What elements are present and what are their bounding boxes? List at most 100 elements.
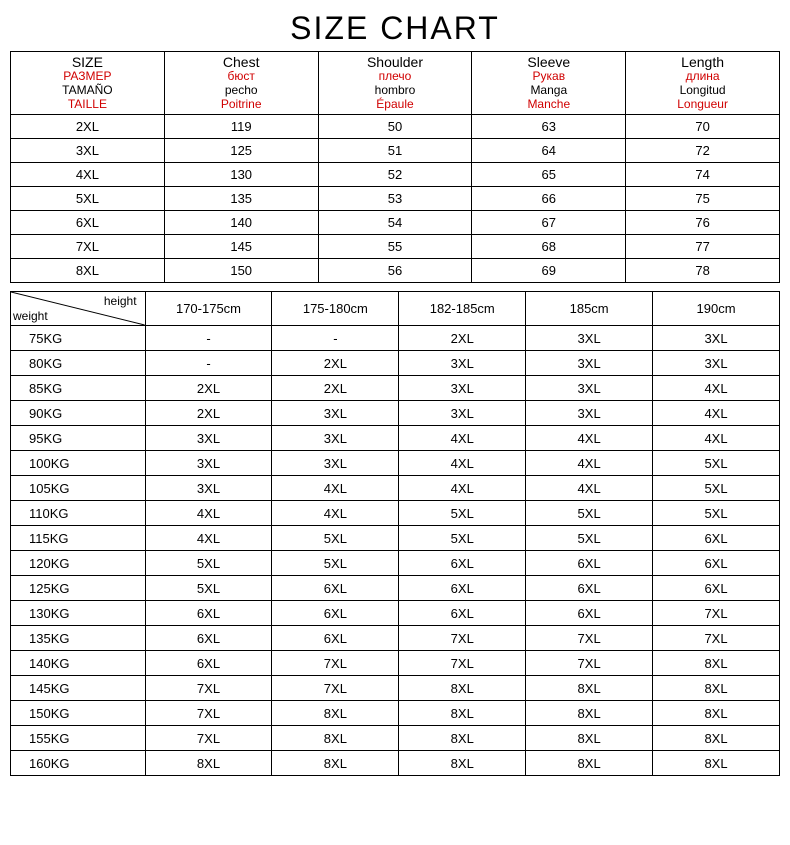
size-cell: 5XL [526, 501, 653, 526]
size-cell: 5XL [399, 526, 526, 551]
table-row: 85KG2XL2XL3XL3XL4XL [11, 376, 780, 401]
header-main: Length [626, 54, 779, 70]
size-cell: 6XL [272, 626, 399, 651]
header-es: TAMAÑO [11, 84, 164, 98]
size-cell: 2XL [145, 401, 272, 426]
size-cell: 8XL [653, 676, 780, 701]
table-cell: 7XL [11, 235, 165, 259]
size-cell: 7XL [145, 701, 272, 726]
size-cell: 2XL [145, 376, 272, 401]
height-header-cell: 185cm [526, 292, 653, 326]
size-cell: 8XL [653, 651, 780, 676]
size-cell: 3XL [145, 426, 272, 451]
table-cell: 76 [626, 211, 780, 235]
size-cell: 4XL [526, 476, 653, 501]
weight-cell: 100KG [11, 451, 146, 476]
table-cell: 56 [318, 259, 472, 283]
size-cell: 5XL [399, 501, 526, 526]
table-cell: 3XL [11, 139, 165, 163]
size-cell: 8XL [526, 701, 653, 726]
size-cell: 6XL [526, 551, 653, 576]
table-row: 8XL150566978 [11, 259, 780, 283]
table-cell: 72 [626, 139, 780, 163]
size-cell: 8XL [399, 676, 526, 701]
table-row: 6XL140546776 [11, 211, 780, 235]
height-header-cell: 190cm [653, 292, 780, 326]
size-cell: 2XL [272, 351, 399, 376]
weight-cell: 160KG [11, 751, 146, 776]
weight-cell: 135KG [11, 626, 146, 651]
size-cell: 6XL [526, 601, 653, 626]
header-fr: Poitrine [165, 98, 318, 112]
table-cell: 78 [626, 259, 780, 283]
size-cell: 7XL [145, 726, 272, 751]
header-main: SIZE [11, 54, 164, 70]
table-cell: 77 [626, 235, 780, 259]
table-row: 3XL125516472 [11, 139, 780, 163]
size-cell: 3XL [653, 326, 780, 351]
table-cell: 135 [164, 187, 318, 211]
size-cell: - [145, 326, 272, 351]
recommendation-header-row: height weight 170-175cm175-180cm182-185c… [11, 292, 780, 326]
table-cell: 51 [318, 139, 472, 163]
measurements-header-cell: SleeveРукавMangaManche [472, 52, 626, 115]
measurements-header-cell: ShoulderплечоhombroÉpaule [318, 52, 472, 115]
size-cell: 4XL [653, 426, 780, 451]
size-cell: 8XL [526, 676, 653, 701]
table-cell: 5XL [11, 187, 165, 211]
size-cell: 4XL [653, 376, 780, 401]
table-row: 5XL135536675 [11, 187, 780, 211]
table-cell: 4XL [11, 163, 165, 187]
table-cell: 140 [164, 211, 318, 235]
size-cell: 8XL [399, 701, 526, 726]
table-cell: 53 [318, 187, 472, 211]
table-cell: 68 [472, 235, 626, 259]
header-es: hombro [319, 84, 472, 98]
height-header-cell: 182-185cm [399, 292, 526, 326]
table-row: 135KG6XL6XL7XL7XL7XL [11, 626, 780, 651]
weight-cell: 155KG [11, 726, 146, 751]
size-cell: 4XL [526, 426, 653, 451]
size-cell: 3XL [272, 451, 399, 476]
table-row: 125KG5XL6XL6XL6XL6XL [11, 576, 780, 601]
header-main: Shoulder [319, 54, 472, 70]
size-cell: 7XL [653, 626, 780, 651]
table-cell: 65 [472, 163, 626, 187]
weight-cell: 145KG [11, 676, 146, 701]
size-cell: 8XL [526, 726, 653, 751]
size-cell: 2XL [399, 326, 526, 351]
header-ru: Рукав [472, 70, 625, 84]
size-cell: 7XL [145, 676, 272, 701]
size-cell: 7XL [272, 651, 399, 676]
table-cell: 74 [626, 163, 780, 187]
size-cell: 3XL [145, 476, 272, 501]
size-cell: 4XL [399, 476, 526, 501]
table-row: 95KG3XL3XL4XL4XL4XL [11, 426, 780, 451]
size-cell: 8XL [653, 751, 780, 776]
size-cell: 3XL [272, 401, 399, 426]
size-cell: 7XL [272, 676, 399, 701]
size-cell: 5XL [145, 576, 272, 601]
table-cell: 2XL [11, 115, 165, 139]
table-cell: 150 [164, 259, 318, 283]
size-cell: 3XL [399, 376, 526, 401]
weight-cell: 105KG [11, 476, 146, 501]
size-cell: 6XL [653, 576, 780, 601]
size-cell: 5XL [272, 551, 399, 576]
weight-cell: 85KG [11, 376, 146, 401]
size-cell: 3XL [526, 376, 653, 401]
size-cell: 3XL [526, 326, 653, 351]
table-cell: 70 [626, 115, 780, 139]
size-cell: 5XL [653, 451, 780, 476]
table-row: 90KG2XL3XL3XL3XL4XL [11, 401, 780, 426]
size-cell: 7XL [399, 651, 526, 676]
size-cell: 4XL [145, 526, 272, 551]
size-cell: 6XL [653, 526, 780, 551]
weight-cell: 120KG [11, 551, 146, 576]
size-cell: 6XL [653, 551, 780, 576]
table-row: 80KG-2XL3XL3XL3XL [11, 351, 780, 376]
table-cell: 6XL [11, 211, 165, 235]
table-cell: 130 [164, 163, 318, 187]
weight-cell: 140KG [11, 651, 146, 676]
size-cell: 6XL [399, 551, 526, 576]
